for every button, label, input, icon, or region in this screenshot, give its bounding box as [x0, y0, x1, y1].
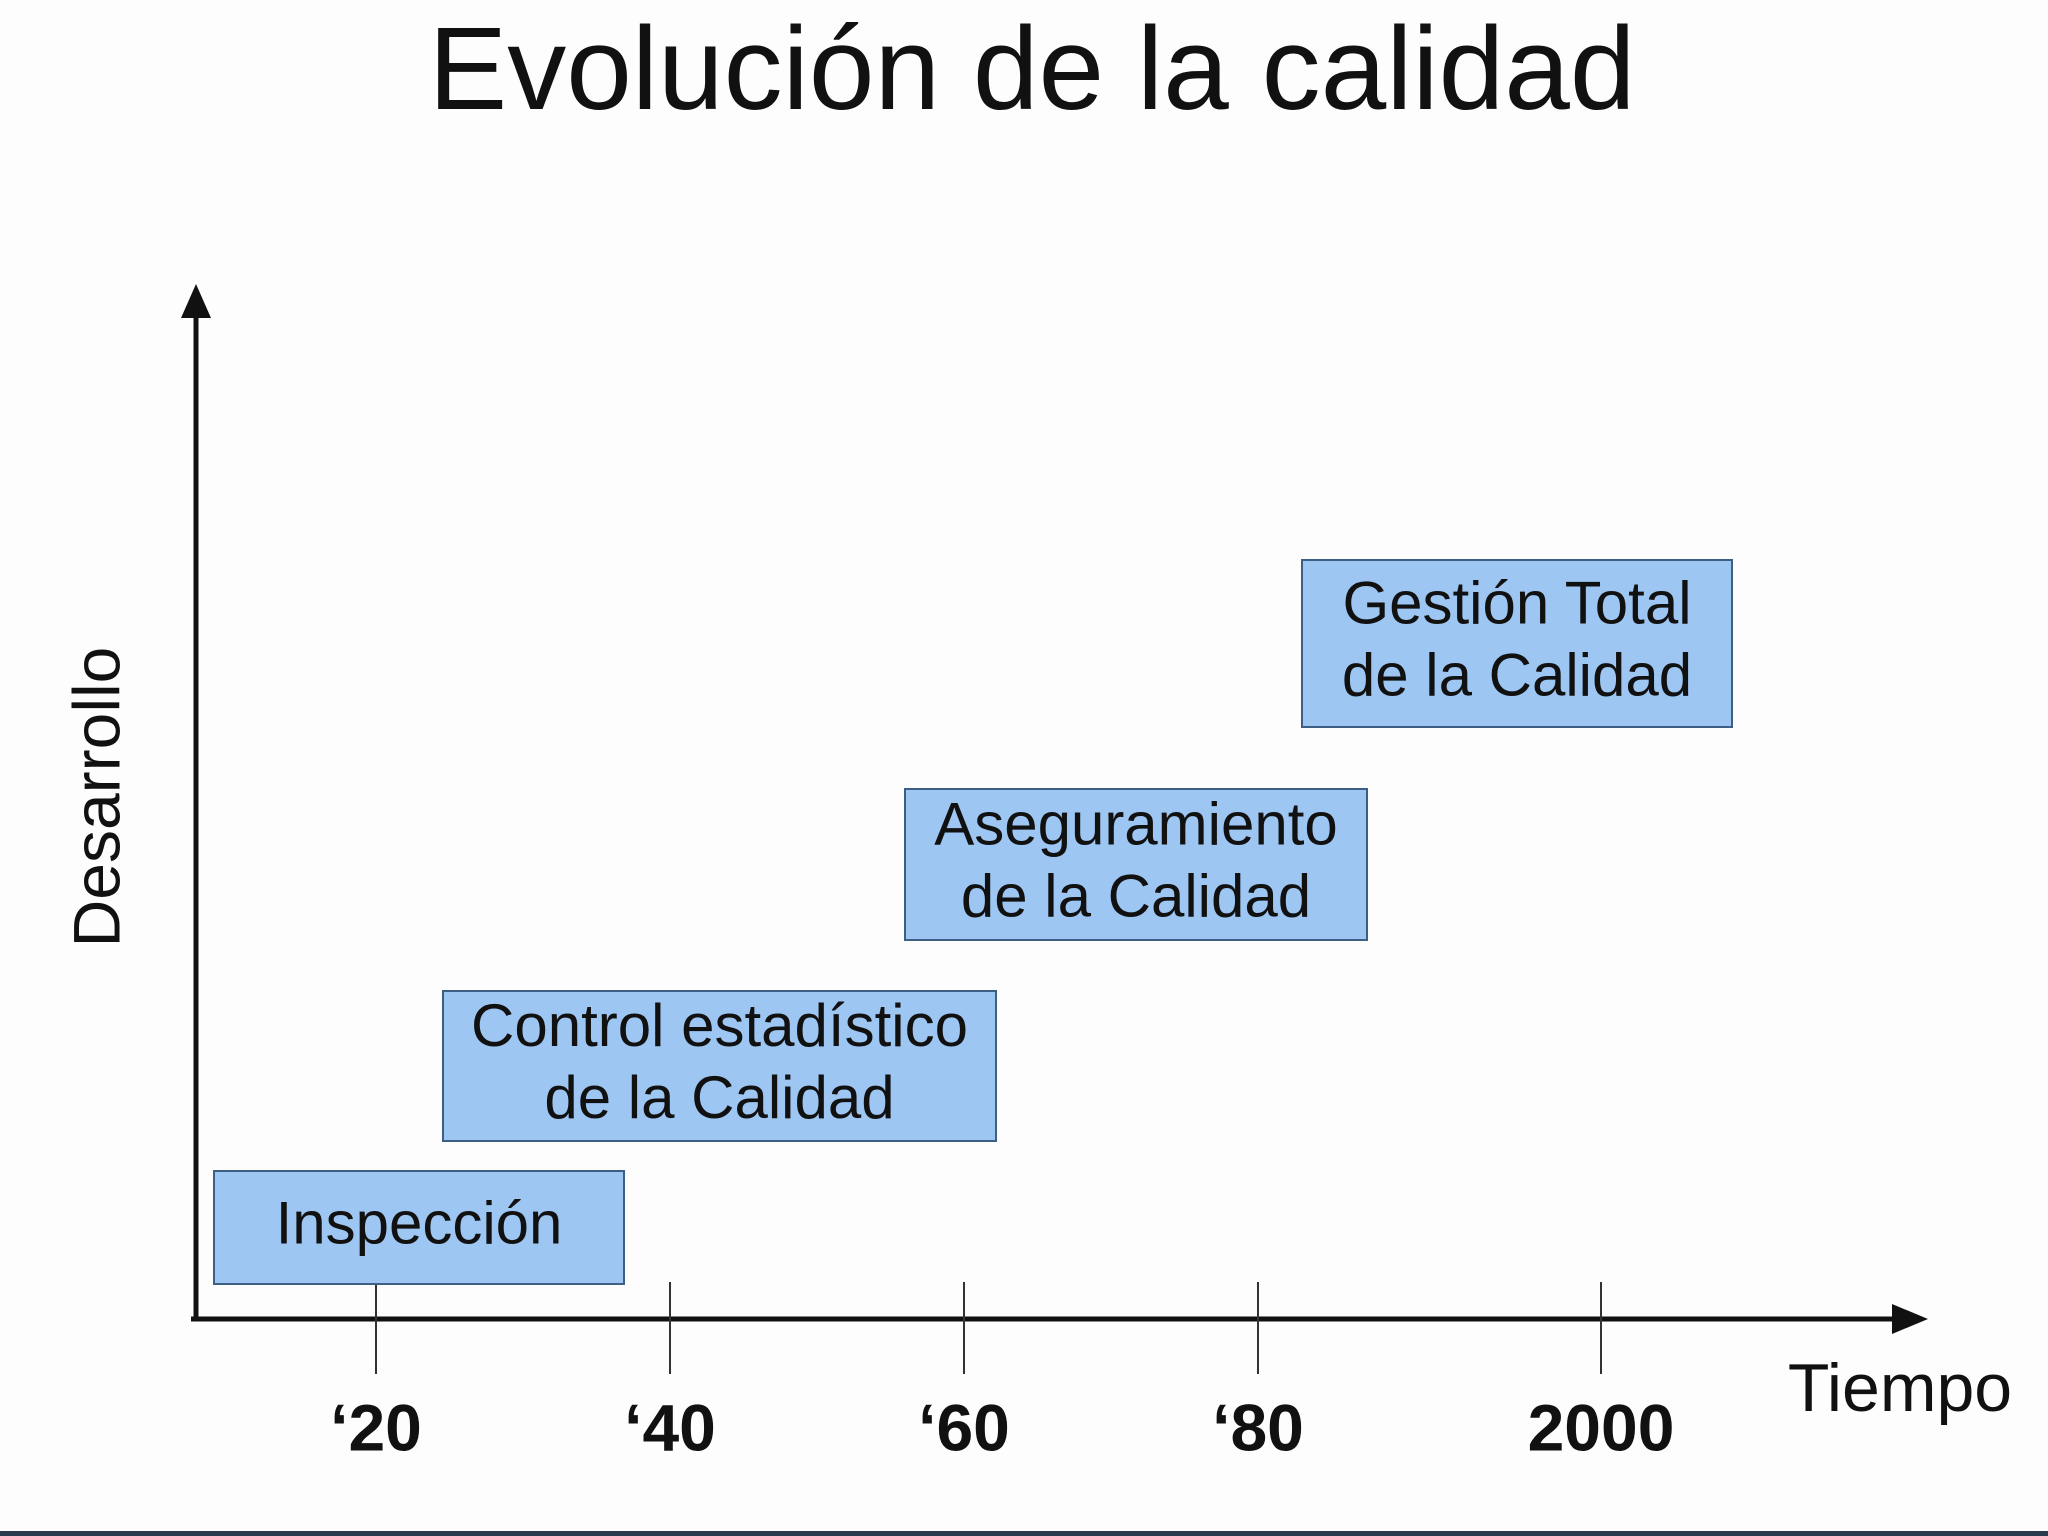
tick-label: ‘20 [330, 1390, 422, 1464]
tick-label: ‘80 [1212, 1390, 1304, 1464]
stage-box [213, 1170, 625, 1285]
x-axis-label: Tiempo [1788, 1350, 2012, 1426]
stage-label: Gestión Total [1342, 569, 1691, 636]
stage-label: Inspección [276, 1189, 563, 1256]
y-axis-label: Desarrollo [59, 647, 133, 948]
stage-box [904, 788, 1368, 941]
stage-box [442, 990, 997, 1142]
x-axis-arrow [1892, 1304, 1928, 1334]
stage-label: de la Calidad [961, 862, 1311, 929]
y-axis-arrow [181, 284, 211, 318]
stage-label: Control estadístico [471, 992, 968, 1059]
ticks: ‘20 ‘40 ‘60 ‘80 2000 [330, 1282, 1674, 1464]
title: Evolución de la calidad [428, 3, 1635, 135]
tick-label: ‘40 [624, 1390, 716, 1464]
tick-label: 2000 [1528, 1390, 1675, 1464]
tick-label: ‘60 [918, 1390, 1010, 1464]
stage-label: Aseguramiento [934, 790, 1338, 857]
stage-label: de la Calidad [1342, 641, 1692, 708]
stage-label: de la Calidad [544, 1064, 894, 1131]
bottom-bar [0, 1531, 2048, 1536]
stage-box [1301, 559, 1733, 728]
